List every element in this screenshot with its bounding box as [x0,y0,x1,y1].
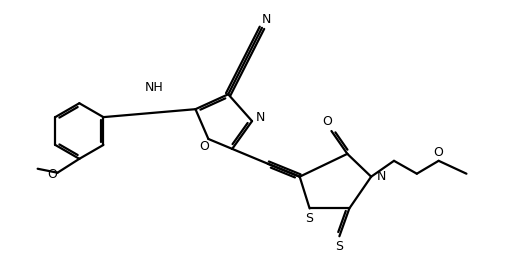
Text: S: S [305,212,314,225]
Text: S: S [335,240,343,253]
Text: O: O [434,146,444,159]
Text: NH: NH [144,81,163,94]
Text: N: N [261,13,270,26]
Text: O: O [200,140,209,153]
Text: N: N [376,170,386,183]
Text: O: O [322,115,332,128]
Text: N: N [255,111,265,124]
Text: O: O [47,168,57,181]
